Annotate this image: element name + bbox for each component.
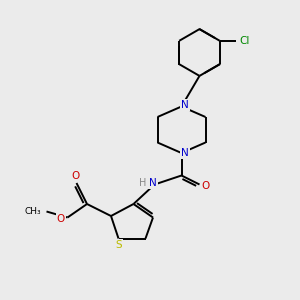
Text: S: S [115, 240, 122, 250]
Text: H: H [140, 178, 147, 188]
Text: N: N [149, 178, 157, 188]
Text: O: O [71, 171, 79, 182]
Text: O: O [201, 181, 210, 191]
Text: CH₃: CH₃ [25, 207, 41, 216]
Text: Cl: Cl [239, 36, 250, 46]
Text: N: N [181, 100, 189, 110]
Text: O: O [57, 214, 65, 224]
Text: N: N [181, 148, 189, 158]
